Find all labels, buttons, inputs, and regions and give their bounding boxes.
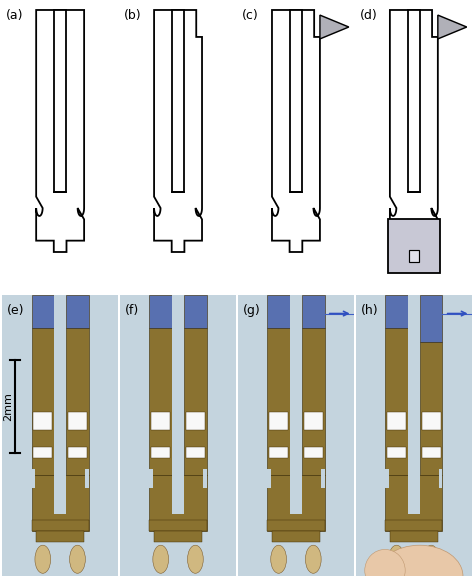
Bar (33, 447, 52, 458)
Bar (388, 219, 440, 273)
Bar (203, 470, 207, 488)
Polygon shape (154, 10, 202, 252)
Bar (290, 475, 302, 514)
Bar (267, 470, 271, 488)
Ellipse shape (376, 545, 463, 579)
Bar (385, 328, 408, 475)
Bar (184, 295, 207, 328)
Bar (304, 447, 323, 458)
Bar (420, 295, 442, 342)
Bar (154, 531, 202, 543)
Bar (186, 412, 205, 430)
Bar (149, 470, 153, 488)
Bar (385, 470, 389, 488)
Bar (267, 328, 290, 475)
Ellipse shape (365, 549, 405, 579)
Text: (f): (f) (125, 304, 139, 317)
Bar (66, 328, 89, 475)
Bar (32, 520, 89, 531)
Bar (387, 412, 406, 430)
Text: (e): (e) (7, 304, 25, 317)
Bar (422, 412, 441, 430)
Polygon shape (54, 10, 66, 192)
Bar (420, 342, 442, 475)
Bar (302, 295, 325, 328)
Text: (g): (g) (243, 304, 261, 317)
Bar (186, 447, 205, 458)
Bar (32, 295, 54, 328)
Ellipse shape (271, 545, 286, 573)
Bar (439, 470, 442, 488)
Bar (422, 447, 441, 458)
Bar (290, 295, 302, 475)
Bar (32, 475, 89, 531)
Bar (54, 295, 66, 475)
Bar (409, 250, 419, 262)
Bar (267, 475, 325, 531)
Ellipse shape (305, 545, 321, 573)
Text: (c): (c) (242, 9, 258, 21)
Text: 2mm: 2mm (3, 392, 13, 421)
Bar (269, 412, 288, 430)
Bar (385, 295, 408, 328)
Bar (149, 520, 207, 531)
Bar (385, 520, 442, 531)
Ellipse shape (389, 545, 404, 573)
Bar (33, 412, 52, 430)
Bar (149, 328, 172, 475)
Polygon shape (390, 10, 438, 252)
Bar (269, 447, 288, 458)
Ellipse shape (153, 545, 169, 573)
Bar (390, 531, 438, 543)
Bar (267, 295, 290, 328)
Bar (85, 470, 89, 488)
Text: (b): (b) (124, 9, 141, 21)
Ellipse shape (70, 545, 85, 573)
Polygon shape (408, 10, 420, 192)
Bar (66, 295, 89, 328)
Ellipse shape (423, 545, 439, 573)
Bar (149, 475, 207, 531)
Bar (172, 295, 184, 475)
Polygon shape (36, 10, 84, 252)
Polygon shape (320, 15, 349, 39)
Bar (36, 531, 84, 543)
Bar (387, 447, 406, 458)
Bar (54, 475, 66, 514)
Bar (408, 475, 420, 514)
Bar (68, 412, 87, 430)
Bar (68, 447, 87, 458)
Polygon shape (172, 10, 184, 192)
Ellipse shape (188, 545, 203, 573)
Bar (172, 475, 184, 514)
Bar (267, 520, 325, 531)
Bar (32, 470, 35, 488)
Bar (184, 328, 207, 475)
Text: (a): (a) (6, 9, 23, 21)
Bar (304, 412, 323, 430)
Polygon shape (272, 10, 320, 252)
Bar (408, 295, 420, 475)
Polygon shape (290, 10, 302, 192)
Text: (h): (h) (361, 304, 378, 317)
Bar (385, 475, 442, 531)
Bar (302, 328, 325, 475)
Bar (272, 531, 320, 543)
Bar (32, 328, 54, 475)
Polygon shape (438, 15, 467, 39)
Bar (151, 447, 170, 458)
Text: (d): (d) (360, 9, 377, 21)
Ellipse shape (35, 545, 51, 573)
Bar (149, 295, 172, 328)
Bar (151, 412, 170, 430)
Bar (321, 470, 325, 488)
